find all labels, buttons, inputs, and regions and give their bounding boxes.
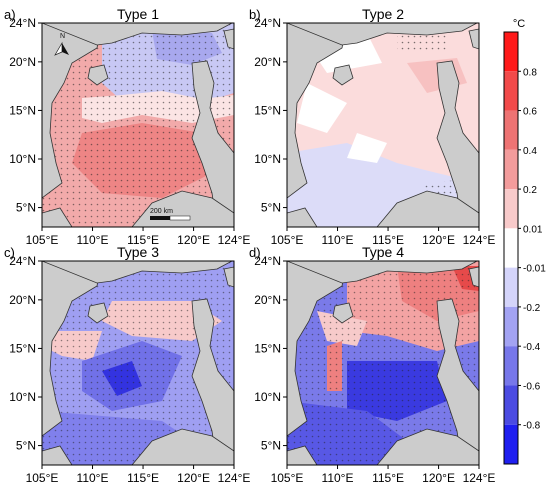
lon-tick-label: 120°E	[422, 233, 455, 247]
lat-tick-label: 5°N	[16, 201, 36, 215]
panel-c-title: Type 3	[117, 244, 159, 260]
colorbar-segment	[504, 228, 518, 268]
panel-d: d) Type 4	[249, 244, 480, 466]
colorbar-tick-label: 0.8	[523, 67, 537, 78]
lat-tick-label: 10°N	[9, 152, 36, 166]
axis-labels: 105°E 110°E 115°E 120°E 124°E24°N20°N15°N10°…	[9, 16, 495, 485]
panel-b-map	[287, 23, 479, 227]
lon-tick-label: 110°E	[322, 233, 354, 247]
lon-tick-label: 105°E	[271, 471, 304, 485]
scale-bar: 200 km	[150, 208, 191, 221]
colorbar-segment	[504, 385, 518, 425]
colorbar: °C 0.8 0.6 0.4 0.2 0.01 -0.01 -0.2 -0.4 -0.6 -0.8	[503, 18, 546, 465]
colorbar-segment	[504, 71, 518, 111]
lat-tick-label: 10°N	[254, 390, 281, 404]
lat-tick-label: 15°N	[9, 103, 36, 117]
lon-tick-label: 115°E	[372, 471, 404, 485]
north-arrow-icon: N	[54, 33, 69, 56]
colorbar-segment	[504, 424, 518, 464]
colorbar-tick-label: 0.2	[523, 185, 537, 196]
colorbar-tick-label: -0.01	[523, 264, 546, 275]
colorbar-tick-label: -0.2	[523, 303, 541, 314]
lon-tick-label: 110°E	[77, 471, 109, 485]
lat-tick-label: 20°N	[9, 55, 36, 69]
lon-tick-label: 115°E	[372, 233, 404, 247]
panel-a: N 200 km a) Type 1	[4, 6, 235, 228]
lat-tick-label: 20°N	[254, 55, 281, 69]
lat-tick-label: 15°N	[254, 341, 281, 355]
panel-c-map	[42, 261, 234, 465]
lat-tick-label: 10°N	[9, 390, 36, 404]
lat-tick-label: 24°N	[9, 254, 36, 268]
lon-tick-label: 124°E	[218, 471, 251, 485]
lon-tick-label: 120°E	[422, 471, 455, 485]
panel-b-letter: b)	[249, 7, 261, 22]
lat-tick-label: 20°N	[9, 293, 36, 307]
lon-tick-label: 105°E	[26, 233, 59, 247]
north-label: N	[60, 33, 65, 40]
colorbar-frame	[503, 31, 519, 465]
lat-tick-label: 24°N	[9, 16, 36, 30]
panel-a-title: Type 1	[117, 6, 159, 22]
lon-tick-label: 120°E	[177, 471, 210, 485]
lon-tick-label: 105°E	[271, 233, 304, 247]
panel-c-letter: c)	[4, 245, 15, 260]
panel-d-letter: d)	[249, 245, 261, 260]
colorbar-segment	[504, 189, 518, 229]
colorbar-segment	[504, 110, 518, 150]
lat-tick-label: 15°N	[9, 341, 36, 355]
colorbar-tick-label: 0.6	[523, 107, 537, 118]
panel-b-title: Type 2	[362, 6, 404, 22]
panel-c: c) Type 3	[4, 244, 235, 466]
lon-tick-label: 115°E	[127, 471, 159, 485]
colorbar-segment	[504, 346, 518, 386]
colorbar-segment	[504, 267, 518, 307]
lat-tick-label: 20°N	[254, 293, 281, 307]
colorbar-tick-label: 0.4	[523, 146, 537, 157]
lat-tick-label: 24°N	[254, 16, 281, 30]
scale-label: 200 km	[150, 208, 173, 215]
lon-tick-label: 115°E	[127, 233, 159, 247]
lon-tick-label: 105°E	[26, 471, 59, 485]
panel-a-map: N 200 km	[42, 23, 234, 227]
lat-tick-label: 10°N	[254, 152, 281, 166]
panel-d-map	[287, 261, 479, 465]
colorbar-tick-label: -0.6	[523, 381, 541, 392]
panel-a-letter: a)	[4, 7, 16, 22]
lon-tick-label: 110°E	[322, 471, 354, 485]
colorbar-tick-label: 0.01	[523, 224, 543, 235]
colorbar-segment	[504, 306, 518, 347]
lat-tick-label: 15°N	[254, 103, 281, 117]
lon-tick-label: 124°E	[218, 233, 251, 247]
colorbar-segment	[504, 149, 518, 190]
lon-tick-label: 110°E	[77, 233, 109, 247]
lat-tick-label: 5°N	[261, 439, 281, 453]
lat-tick-label: 5°N	[261, 201, 281, 215]
lat-tick-label: 5°N	[16, 439, 36, 453]
colorbar-unit: °C	[513, 18, 525, 30]
colorbar-tick-label: -0.4	[523, 342, 541, 353]
lon-tick-label: 120°E	[177, 233, 210, 247]
colorbar-tick-label: -0.8	[523, 421, 541, 432]
lat-tick-label: 24°N	[254, 254, 281, 268]
lon-tick-label: 124°E	[463, 233, 496, 247]
lon-tick-label: 124°E	[463, 471, 496, 485]
colorbar-segment	[504, 32, 518, 72]
panel-b: b) Type 2	[249, 6, 480, 228]
panel-d-title: Type 4	[362, 244, 404, 260]
